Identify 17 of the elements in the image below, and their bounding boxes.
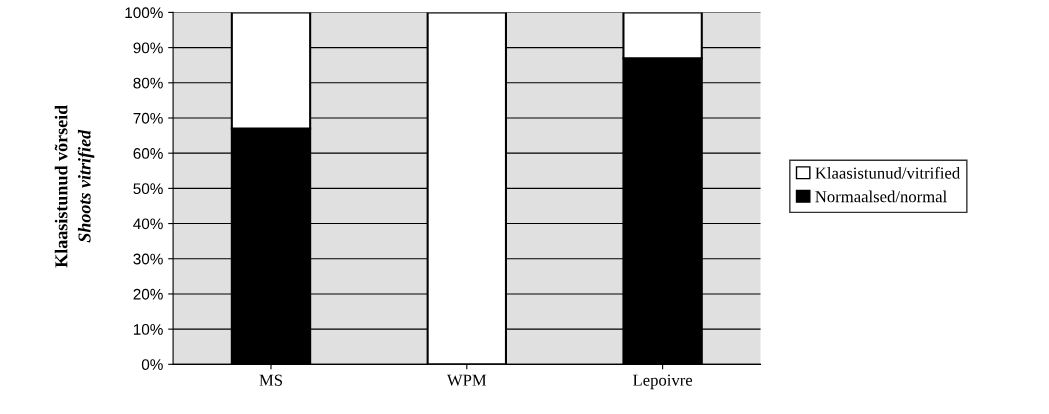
y-axis-title: Klaasistunud võrseid Shoots vitrified xyxy=(54,104,95,268)
x-tick-label: MS xyxy=(259,374,282,386)
y-tick-label: 10% xyxy=(133,324,163,335)
y-tick-label: 40% xyxy=(133,218,163,230)
x-tick-label: Lepoivre xyxy=(633,374,693,390)
y-tick-label: 100% xyxy=(125,7,163,19)
y-tick-label: 0% xyxy=(141,359,163,371)
y-tick-label: 20% xyxy=(133,288,163,300)
y-tick-label: 30% xyxy=(133,253,163,265)
legend-label: Klaasistunud/vitrified xyxy=(815,166,960,179)
y-tick-label: 50% xyxy=(133,183,163,195)
y-tick-label: 80% xyxy=(133,77,163,89)
y-tick-label: 60% xyxy=(133,148,163,159)
x-tick-label: WPM xyxy=(446,374,487,386)
y-tick-label: 90% xyxy=(133,42,163,54)
y-tick-label: 70% xyxy=(133,112,163,124)
legend-label: Normaalsed/normal xyxy=(815,190,947,203)
